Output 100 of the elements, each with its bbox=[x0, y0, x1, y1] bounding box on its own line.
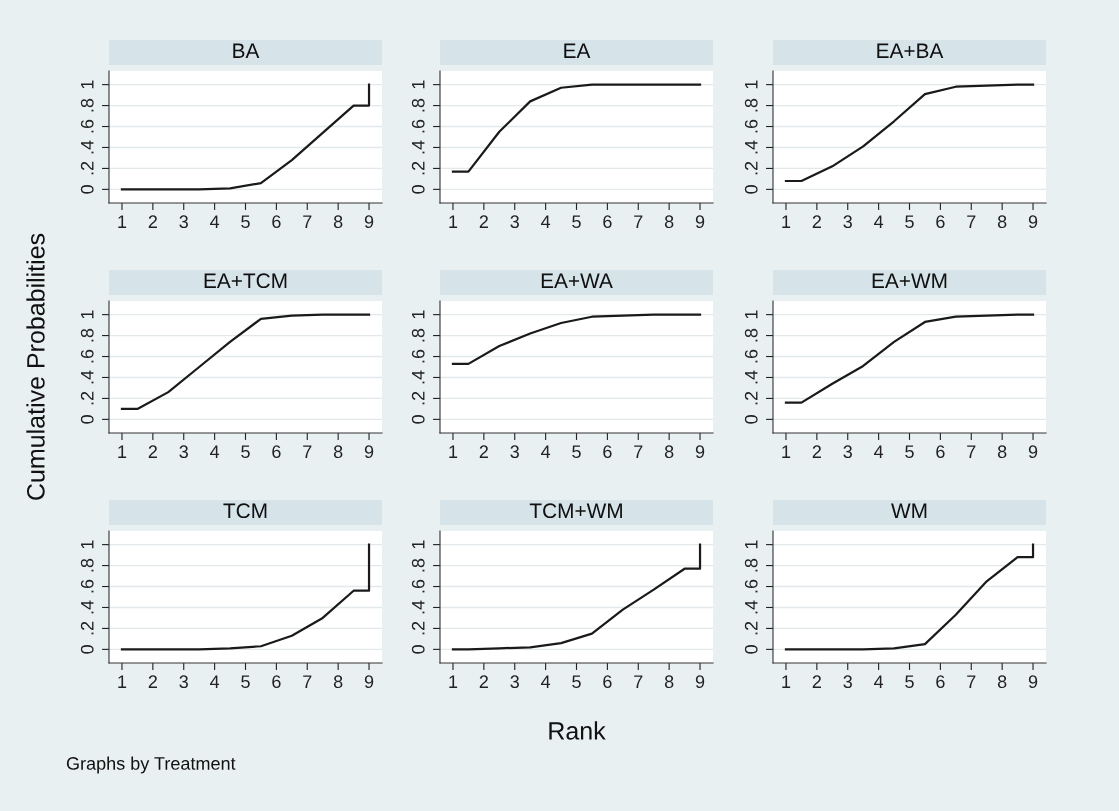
y-tick-label: .8 bbox=[744, 328, 758, 342]
y-tick-label: .4 bbox=[745, 370, 758, 384]
y-tick-label: .8 bbox=[411, 558, 425, 572]
y-tick-label: .8 bbox=[80, 558, 94, 572]
x-tick-label: 4 bbox=[874, 215, 884, 228]
y-tick-label: .4 bbox=[81, 140, 94, 154]
x-tick-label: 6 bbox=[272, 445, 281, 459]
x-tick-label: 2 bbox=[812, 675, 821, 688]
x-tick-label: 9 bbox=[695, 445, 705, 459]
y-tick-label: .6 bbox=[80, 119, 94, 133]
x-tick-label: 5 bbox=[241, 215, 250, 229]
x-tick-label: 5 bbox=[572, 215, 581, 229]
y-tick-label: .2 bbox=[744, 621, 758, 635]
x-tick-label: 2 bbox=[148, 215, 157, 228]
x-tick-label: 2 bbox=[148, 675, 157, 688]
x-tick-label: 1 bbox=[449, 215, 458, 228]
x-tick-label: 6 bbox=[272, 215, 281, 229]
line-series bbox=[451, 83, 702, 173]
x-tick-label: 3 bbox=[510, 215, 519, 229]
y-tick-label: 1 bbox=[745, 540, 758, 549]
x-tick-label: 9 bbox=[364, 445, 374, 459]
line-series bbox=[784, 313, 1035, 404]
x-tick-label: 5 bbox=[241, 445, 250, 459]
x-tick-label: 1 bbox=[118, 215, 127, 228]
chart-title: EA bbox=[564, 43, 591, 58]
x-tick-label: 1 bbox=[782, 445, 791, 458]
x-tick-label: 2 bbox=[479, 675, 488, 688]
line-series bbox=[451, 543, 702, 651]
chart-title: EA+TCM bbox=[204, 273, 287, 289]
x-tick-label: 8 bbox=[664, 675, 674, 689]
x-tick-label: 8 bbox=[997, 215, 1007, 229]
line-series bbox=[120, 313, 371, 411]
y-tick-label: 0 bbox=[744, 645, 758, 654]
x-tick-label: 2 bbox=[812, 215, 821, 228]
y-tick-label: .6 bbox=[411, 119, 425, 133]
x-tick-label: 1 bbox=[449, 675, 458, 688]
chart-title: TCM+WM bbox=[529, 503, 622, 519]
y-tick-label: 0 bbox=[744, 415, 758, 424]
y-tick-label: 0 bbox=[744, 185, 758, 194]
y-tick-label: .4 bbox=[412, 600, 425, 614]
x-tick-label: 6 bbox=[603, 445, 612, 459]
y-tick-label: .2 bbox=[411, 161, 425, 175]
x-tick-label: 1 bbox=[118, 445, 127, 458]
x-tick-label: 3 bbox=[179, 675, 188, 689]
x-tick-label: 2 bbox=[812, 445, 821, 458]
x-tick-label: 3 bbox=[179, 445, 188, 459]
y-tick-label: .2 bbox=[744, 161, 758, 175]
x-tick-label: 5 bbox=[572, 445, 581, 459]
y-tick-label: .4 bbox=[412, 140, 425, 154]
x-tick-label: 9 bbox=[695, 675, 705, 689]
y-tick-label: 1 bbox=[745, 310, 758, 319]
line-series bbox=[120, 83, 371, 191]
y-tick-label: .8 bbox=[411, 98, 425, 112]
y-tick-label: 0 bbox=[80, 415, 94, 424]
text: Graphs by Treatment bbox=[66, 756, 236, 774]
y-tick-label: .2 bbox=[80, 391, 94, 405]
x-tick-label: 2 bbox=[479, 445, 488, 458]
y-tick-label: 0 bbox=[411, 185, 425, 194]
x-tick-label: 4 bbox=[210, 675, 220, 688]
y-tick-label: 1 bbox=[412, 80, 425, 89]
chart-title: TCM bbox=[223, 503, 267, 519]
x-tick-label: 1 bbox=[782, 675, 791, 688]
x-tick-label: 6 bbox=[936, 445, 945, 459]
x-tick-label: 7 bbox=[967, 675, 976, 688]
x-tick-label: 8 bbox=[997, 445, 1007, 459]
x-tick-label: 6 bbox=[603, 215, 612, 229]
y-tick-label: .8 bbox=[744, 98, 758, 112]
y-tick-label: .6 bbox=[744, 579, 758, 593]
y-tick-label: 0 bbox=[80, 645, 94, 654]
x-tick-label: 8 bbox=[664, 445, 674, 459]
x-tick-label: 9 bbox=[1028, 675, 1038, 689]
x-tick-label: 9 bbox=[695, 215, 705, 229]
y-tick-label: 0 bbox=[411, 645, 425, 654]
y-tick-label: 1 bbox=[81, 540, 94, 549]
y-tick-label: 0 bbox=[411, 415, 425, 424]
y-tick-label: .8 bbox=[744, 558, 758, 572]
x-tick-label: 7 bbox=[303, 445, 312, 458]
chart-title: EA+BA bbox=[877, 43, 944, 58]
y-tick-label: 1 bbox=[81, 310, 94, 319]
x-tick-label: 8 bbox=[333, 215, 343, 229]
x-tick-label: 1 bbox=[782, 215, 791, 228]
y-tick-label: .6 bbox=[744, 349, 758, 363]
x-tick-label: 4 bbox=[541, 445, 551, 458]
x-tick-label: 9 bbox=[364, 215, 374, 229]
y-tick-label: .8 bbox=[80, 98, 94, 112]
x-tick-label: 2 bbox=[479, 215, 488, 228]
x-tick-label: 8 bbox=[664, 215, 674, 229]
x-tick-label: 9 bbox=[364, 675, 374, 689]
x-tick-label: 8 bbox=[333, 675, 343, 689]
line-series bbox=[784, 83, 1035, 183]
x-tick-label: 4 bbox=[541, 215, 551, 228]
line-series bbox=[784, 543, 1035, 651]
x-tick-label: 3 bbox=[843, 215, 852, 229]
x-tick-label: 9 bbox=[1028, 445, 1038, 459]
x-tick-label: 3 bbox=[510, 675, 519, 689]
y-tick-label: 1 bbox=[81, 80, 94, 89]
chart-title: EA+WM bbox=[872, 273, 947, 288]
x-tick-label: 8 bbox=[997, 675, 1007, 689]
chart-title: WM bbox=[891, 503, 927, 518]
y-tick-label: .4 bbox=[412, 370, 425, 384]
